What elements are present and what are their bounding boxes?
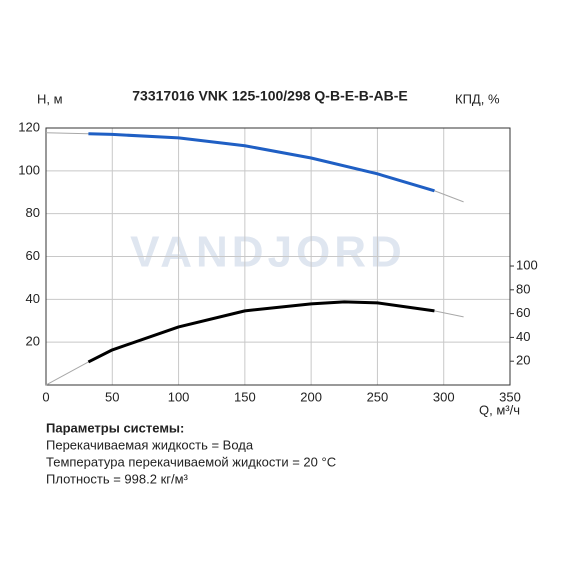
plot-frame <box>45 127 511 386</box>
note: Плотность = 998.2 кг/м³ <box>46 471 189 486</box>
x-tick-label: 50 <box>105 389 119 404</box>
x-tick-label: 150 <box>234 389 256 404</box>
y2-tick-label: 20 <box>516 353 530 368</box>
y-tick-label: 20 <box>26 334 40 349</box>
x-tick-label: 100 <box>168 389 190 404</box>
notes-heading: Параметры системы: <box>46 420 184 435</box>
chart-title: 73317016 VNK 125-100/298 Q-B-E-B-AB-E <box>132 88 407 104</box>
x-tick-label: 0 <box>42 389 49 404</box>
note: Перекачиваемая жидкость = Вода <box>46 437 254 452</box>
x-tick-label: 200 <box>300 389 322 404</box>
y-tick-label: 40 <box>26 291 40 306</box>
x-tick-label: 250 <box>367 389 389 404</box>
y2-axis-label: КПД, % <box>455 91 500 106</box>
x-tick-label: 350 <box>499 389 521 404</box>
watermark: VANDJORD <box>130 228 406 277</box>
y-tick-label: 60 <box>26 248 40 263</box>
curve <box>45 301 464 386</box>
curve <box>88 132 435 193</box>
curve <box>87 300 435 364</box>
y-axis-label: H, м <box>37 91 63 106</box>
curve <box>45 132 464 203</box>
y2-tick-label: 60 <box>516 305 530 320</box>
y2-tick-label: 40 <box>516 329 530 344</box>
y-tick-label: 80 <box>26 205 40 220</box>
y2-tick-label: 100 <box>516 257 538 272</box>
y2-tick-label: 80 <box>516 281 530 296</box>
x-axis-label: Q, м³/ч <box>479 402 520 417</box>
y-tick-label: 120 <box>18 119 40 134</box>
note: Температура перекачиваемой жидкости = 20… <box>46 454 336 469</box>
x-tick-label: 300 <box>433 389 455 404</box>
y-tick-label: 100 <box>18 162 40 177</box>
